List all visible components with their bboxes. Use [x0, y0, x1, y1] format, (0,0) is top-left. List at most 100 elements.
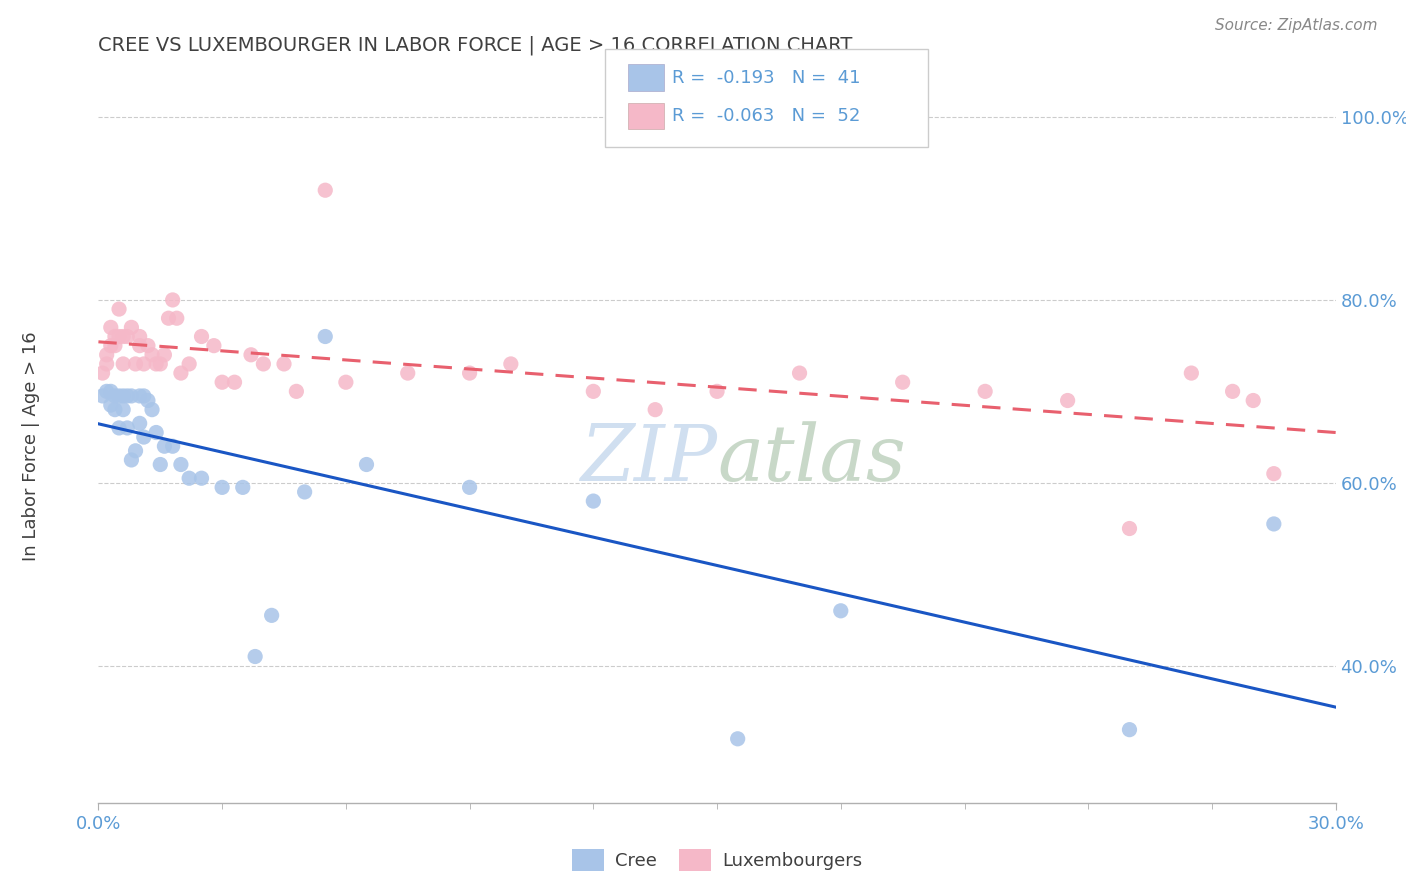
Point	[132, 357, 155, 371]
Point	[314, 183, 336, 197]
Point	[108, 389, 131, 403]
Point	[100, 398, 122, 412]
Point	[314, 329, 336, 343]
Point	[202, 339, 225, 353]
Point	[100, 320, 122, 334]
Text: atlas: atlas	[717, 421, 905, 497]
Point	[108, 421, 131, 435]
Point	[1118, 521, 1140, 535]
Point	[335, 376, 357, 390]
Point	[145, 425, 167, 440]
Point	[727, 731, 749, 746]
Point	[162, 293, 184, 307]
Point	[136, 339, 159, 353]
Point	[96, 348, 118, 362]
Point	[974, 384, 997, 399]
Point	[1241, 393, 1264, 408]
Point	[1118, 723, 1140, 737]
Point	[285, 384, 308, 399]
Point	[108, 301, 131, 317]
Point	[100, 339, 122, 353]
Point	[120, 320, 142, 334]
Point	[190, 329, 212, 343]
Point	[128, 389, 150, 403]
Point	[162, 439, 184, 453]
Point	[112, 357, 135, 371]
Text: Source: ZipAtlas.com: Source: ZipAtlas.com	[1215, 18, 1378, 33]
Point	[145, 357, 167, 371]
Point	[458, 366, 481, 380]
Point	[128, 417, 150, 431]
Text: R =  -0.193   N =  41: R = -0.193 N = 41	[672, 69, 860, 87]
Point	[789, 366, 811, 380]
Point	[112, 329, 135, 343]
Legend: Cree, Luxembourgers: Cree, Luxembourgers	[565, 841, 869, 878]
Point	[141, 402, 163, 417]
Point	[124, 357, 146, 371]
Point	[356, 458, 378, 472]
Point	[128, 339, 150, 353]
Point	[170, 366, 193, 380]
Point	[120, 453, 142, 467]
Point	[132, 430, 155, 444]
Point	[458, 480, 481, 494]
Point	[240, 348, 263, 362]
Point	[224, 376, 246, 390]
Point	[108, 329, 131, 343]
Point	[211, 376, 233, 390]
Point	[141, 348, 163, 362]
Point	[112, 389, 135, 403]
Point	[644, 402, 666, 417]
Point	[582, 494, 605, 508]
Point	[124, 443, 146, 458]
Point	[120, 389, 142, 403]
Point	[273, 357, 295, 371]
Point	[294, 485, 316, 500]
Point	[830, 604, 852, 618]
Point	[132, 389, 155, 403]
Text: ZIP: ZIP	[579, 421, 717, 497]
Point	[243, 649, 266, 664]
Point	[232, 480, 254, 494]
Point	[396, 366, 419, 380]
Point	[153, 348, 176, 362]
Point	[104, 329, 127, 343]
Point	[179, 357, 201, 371]
Point	[179, 471, 201, 485]
Point	[1263, 467, 1285, 481]
Point	[1263, 516, 1285, 531]
Point	[190, 471, 212, 485]
Point	[100, 384, 122, 399]
Point	[104, 389, 127, 403]
Point	[157, 311, 180, 326]
Point	[499, 357, 522, 371]
Point	[582, 384, 605, 399]
Point	[136, 393, 159, 408]
Point	[96, 357, 118, 371]
Point	[252, 357, 274, 371]
Point	[91, 366, 114, 380]
Text: CREE VS LUXEMBOURGER IN LABOR FORCE | AGE > 16 CORRELATION CHART: CREE VS LUXEMBOURGER IN LABOR FORCE | AG…	[98, 36, 853, 55]
Point	[149, 458, 172, 472]
Point	[112, 402, 135, 417]
Point	[104, 402, 127, 417]
Point	[128, 329, 150, 343]
Point	[1180, 366, 1202, 380]
Point	[1056, 393, 1078, 408]
Text: In Labor Force | Age > 16: In Labor Force | Age > 16	[22, 331, 39, 561]
Point	[153, 439, 176, 453]
Text: R =  -0.063   N =  52: R = -0.063 N = 52	[672, 107, 860, 125]
Point	[96, 384, 118, 399]
Point	[260, 608, 283, 623]
Point	[170, 458, 193, 472]
Point	[1222, 384, 1244, 399]
Point	[891, 376, 914, 390]
Point	[117, 389, 139, 403]
Point	[149, 357, 172, 371]
Point	[117, 329, 139, 343]
Point	[211, 480, 233, 494]
Point	[91, 389, 114, 403]
Point	[117, 421, 139, 435]
Point	[104, 339, 127, 353]
Point	[706, 384, 728, 399]
